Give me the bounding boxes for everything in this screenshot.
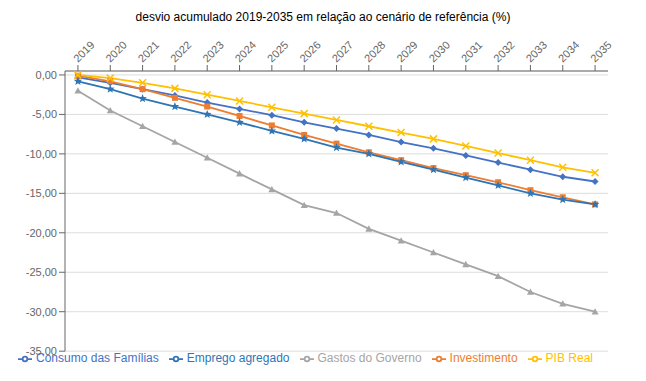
svg-text:2025: 2025	[265, 39, 291, 65]
svg-text:2024: 2024	[232, 39, 258, 65]
svg-text:2032: 2032	[491, 39, 517, 65]
svg-text:2021: 2021	[136, 39, 162, 65]
svg-text:2033: 2033	[523, 39, 549, 65]
svg-text:2022: 2022	[168, 39, 194, 65]
svg-text:2034: 2034	[556, 39, 582, 65]
svg-text:2019: 2019	[71, 39, 97, 65]
svg-text:2031: 2031	[459, 39, 485, 65]
svg-text:2027: 2027	[329, 39, 355, 65]
svg-text:2028: 2028	[362, 39, 388, 65]
svg-text:-35,00: -35,00	[26, 345, 57, 357]
svg-text:-20,00: -20,00	[26, 227, 57, 239]
svg-text:2030: 2030	[426, 39, 452, 65]
svg-text:2035: 2035	[588, 39, 614, 65]
svg-text:2020: 2020	[103, 39, 129, 65]
svg-text:2026: 2026	[297, 39, 323, 65]
svg-text:2023: 2023	[200, 39, 226, 65]
svg-text:-5,00: -5,00	[32, 108, 57, 120]
svg-text:2029: 2029	[394, 39, 420, 65]
svg-text:-25,00: -25,00	[26, 266, 57, 278]
svg-text:0,00: 0,00	[36, 69, 57, 81]
svg-text:-30,00: -30,00	[26, 306, 57, 318]
svg-text:-15,00: -15,00	[26, 187, 57, 199]
svg-text:-10,00: -10,00	[26, 148, 57, 160]
